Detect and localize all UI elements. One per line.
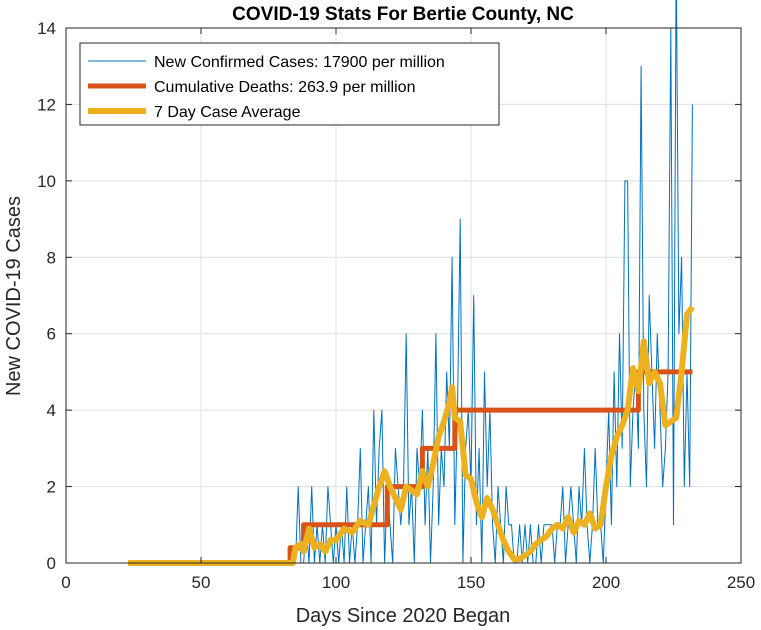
- tick-labels: 0 50 100 150 200 250 0 2 4 6 8 10 12 14: [37, 19, 755, 592]
- x-tick-label: 150: [457, 573, 485, 592]
- y-tick-label: 12: [37, 95, 56, 114]
- axes-box: [65, 27, 742, 564]
- x-tick-label: 250: [727, 573, 755, 592]
- y-tick-label: 4: [47, 401, 56, 420]
- y-tick-label: 8: [47, 248, 56, 267]
- legend-label-new-cases: New Confirmed Cases: 17900 per million: [154, 54, 445, 71]
- chart-title: COVID-19 Stats For Bertie County, NC: [232, 4, 574, 25]
- y-tick-label: 2: [47, 478, 56, 497]
- legend-label-average: 7 Day Case Average: [154, 104, 301, 121]
- legend-box: [79, 42, 500, 126]
- x-axis-label: Days Since 2020 Began: [296, 605, 511, 627]
- x-tick-label: 100: [322, 573, 350, 592]
- x-tick-label: 0: [61, 573, 70, 592]
- x-tick-label: 50: [192, 573, 211, 592]
- y-tick-label: 6: [47, 325, 56, 344]
- y-axis-label: New COVID-19 Cases: [3, 196, 25, 396]
- y-tick-label: 14: [37, 19, 56, 38]
- legend: New Confirmed Cases: 17900 per million C…: [79, 42, 500, 126]
- y-tick-label: 10: [37, 172, 56, 191]
- legend-label-deaths: Cumulative Deaths: 263.9 per million: [154, 79, 415, 96]
- series-line-2: [128, 305, 695, 566]
- axes: [65, 27, 742, 564]
- y-tick-label: 0: [47, 554, 56, 573]
- x-tick-label: 200: [592, 573, 620, 592]
